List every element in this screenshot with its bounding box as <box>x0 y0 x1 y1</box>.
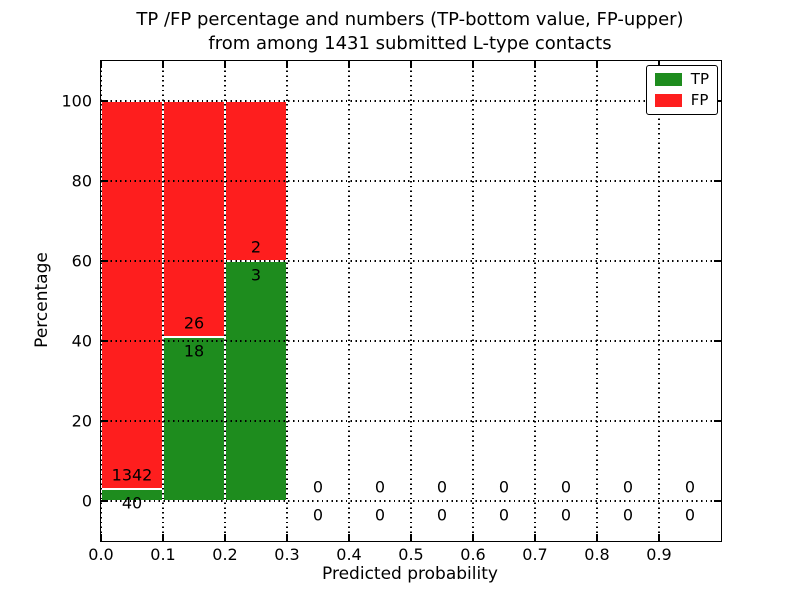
y-axis-label: Percentage <box>32 252 52 348</box>
tp-count-label: 0 <box>684 505 696 525</box>
tp-count-label: 0 <box>436 505 448 525</box>
bar-segment-fp <box>101 101 163 490</box>
chart-title-line1: TP /FP percentage and numbers (TP-bottom… <box>136 9 684 30</box>
fp-count-label: 1342 <box>111 465 153 485</box>
gridline-vertical <box>100 61 102 541</box>
tp-count-label: 18 <box>183 341 205 361</box>
gridline-vertical <box>348 61 350 541</box>
x-tick-mark-top <box>224 61 226 68</box>
x-tick-mark-top <box>596 61 598 68</box>
gridline-vertical <box>596 61 598 541</box>
y-tick-mark <box>101 420 108 422</box>
gridline-vertical <box>658 61 660 541</box>
gridline-vertical <box>224 61 226 541</box>
tp-count-label: 40 <box>121 493 143 513</box>
y-tick-mark-right <box>714 180 721 182</box>
legend: TP FP <box>645 65 718 115</box>
chart-title: TP /FP percentage and numbers (TP-bottom… <box>100 8 720 56</box>
y-tick-mark-right <box>714 340 721 342</box>
x-tick-label: 0.7 <box>522 545 548 564</box>
x-tick-label: 0.6 <box>460 545 486 564</box>
fp-count-label: 2 <box>250 237 262 257</box>
bar-segment-tp <box>163 337 225 501</box>
x-tick-mark <box>534 534 536 541</box>
tp-count-label: 3 <box>250 265 262 285</box>
x-tick-mark-top <box>348 61 350 68</box>
x-tick-label: 0.2 <box>212 545 238 564</box>
gridline-vertical <box>534 61 536 541</box>
tp-count-label: 0 <box>622 505 634 525</box>
bar-segment-tp <box>225 261 287 501</box>
fp-count-label: 0 <box>560 477 572 497</box>
y-tick-label: 40 <box>71 331 92 351</box>
x-tick-label: 0.9 <box>646 545 672 564</box>
gridline-vertical <box>410 61 412 541</box>
legend-label-fp: FP <box>690 91 709 109</box>
y-tick-label: 60 <box>71 251 92 271</box>
tp-count-label: 0 <box>560 505 572 525</box>
fp-count-label: 0 <box>436 477 448 497</box>
bar-segment-fp <box>163 101 225 338</box>
fp-count-label: 0 <box>684 477 696 497</box>
x-tick-mark-top <box>162 61 164 68</box>
fp-count-label: 0 <box>312 477 324 497</box>
x-tick-mark <box>162 534 164 541</box>
y-tick-mark <box>101 340 108 342</box>
x-tick-mark-top <box>286 61 288 68</box>
legend-label-tp: TP <box>690 70 709 88</box>
x-tick-mark-top <box>472 61 474 68</box>
legend-swatch-tp <box>654 73 682 86</box>
x-tick-mark <box>348 534 350 541</box>
legend-entry-fp: FP <box>654 91 709 109</box>
x-tick-label: 0.8 <box>584 545 610 564</box>
gridline-vertical <box>162 61 164 541</box>
x-tick-mark <box>472 534 474 541</box>
tp-count-label: 0 <box>498 505 510 525</box>
y-tick-mark-right <box>714 260 721 262</box>
fp-count-label: 0 <box>622 477 634 497</box>
y-tick-mark <box>101 180 108 182</box>
tp-count-label: 0 <box>374 505 386 525</box>
x-axis-label: Predicted probability <box>322 564 498 584</box>
fp-count-label: 0 <box>498 477 510 497</box>
x-tick-mark <box>224 534 226 541</box>
x-tick-label: 0.0 <box>88 545 114 564</box>
x-tick-mark-top <box>100 61 102 68</box>
y-tick-mark <box>101 100 108 102</box>
x-tick-mark <box>596 534 598 541</box>
x-tick-mark-top <box>410 61 412 68</box>
x-tick-mark-top <box>534 61 536 68</box>
x-tick-mark <box>658 534 660 541</box>
fp-count-label: 0 <box>374 477 386 497</box>
x-tick-label: 0.1 <box>150 545 176 564</box>
y-tick-mark <box>101 500 108 502</box>
tp-count-label: 0 <box>312 505 324 525</box>
y-tick-label: 80 <box>71 171 92 191</box>
x-tick-label: 0.3 <box>274 545 300 564</box>
y-tick-label: 100 <box>61 91 92 111</box>
x-tick-mark-top <box>658 61 660 68</box>
gridline-vertical <box>472 61 474 541</box>
y-tick-mark <box>101 260 108 262</box>
chart-title-line2: from among 1431 submitted L-type contact… <box>208 33 612 54</box>
y-tick-label: 0 <box>81 491 92 511</box>
legend-swatch-fp <box>654 94 682 107</box>
y-tick-mark-right <box>714 420 721 422</box>
legend-entry-tp: TP <box>654 70 709 88</box>
fp-count-label: 26 <box>183 313 205 333</box>
x-tick-mark <box>286 534 288 541</box>
y-tick-label: 20 <box>71 411 92 431</box>
x-tick-mark <box>410 534 412 541</box>
y-tick-mark-right <box>714 500 721 502</box>
x-tick-mark <box>100 534 102 541</box>
plot-area: TP FP 0.0 0.1 0.2 0.3 0.4 0.5 0.6 0.7 0.8 0.9 0 20 40… <box>61 60 722 564</box>
x-tick-label: 0.4 <box>336 545 362 564</box>
gridline-vertical <box>286 61 288 541</box>
x-tick-label: 0.5 <box>398 545 424 564</box>
